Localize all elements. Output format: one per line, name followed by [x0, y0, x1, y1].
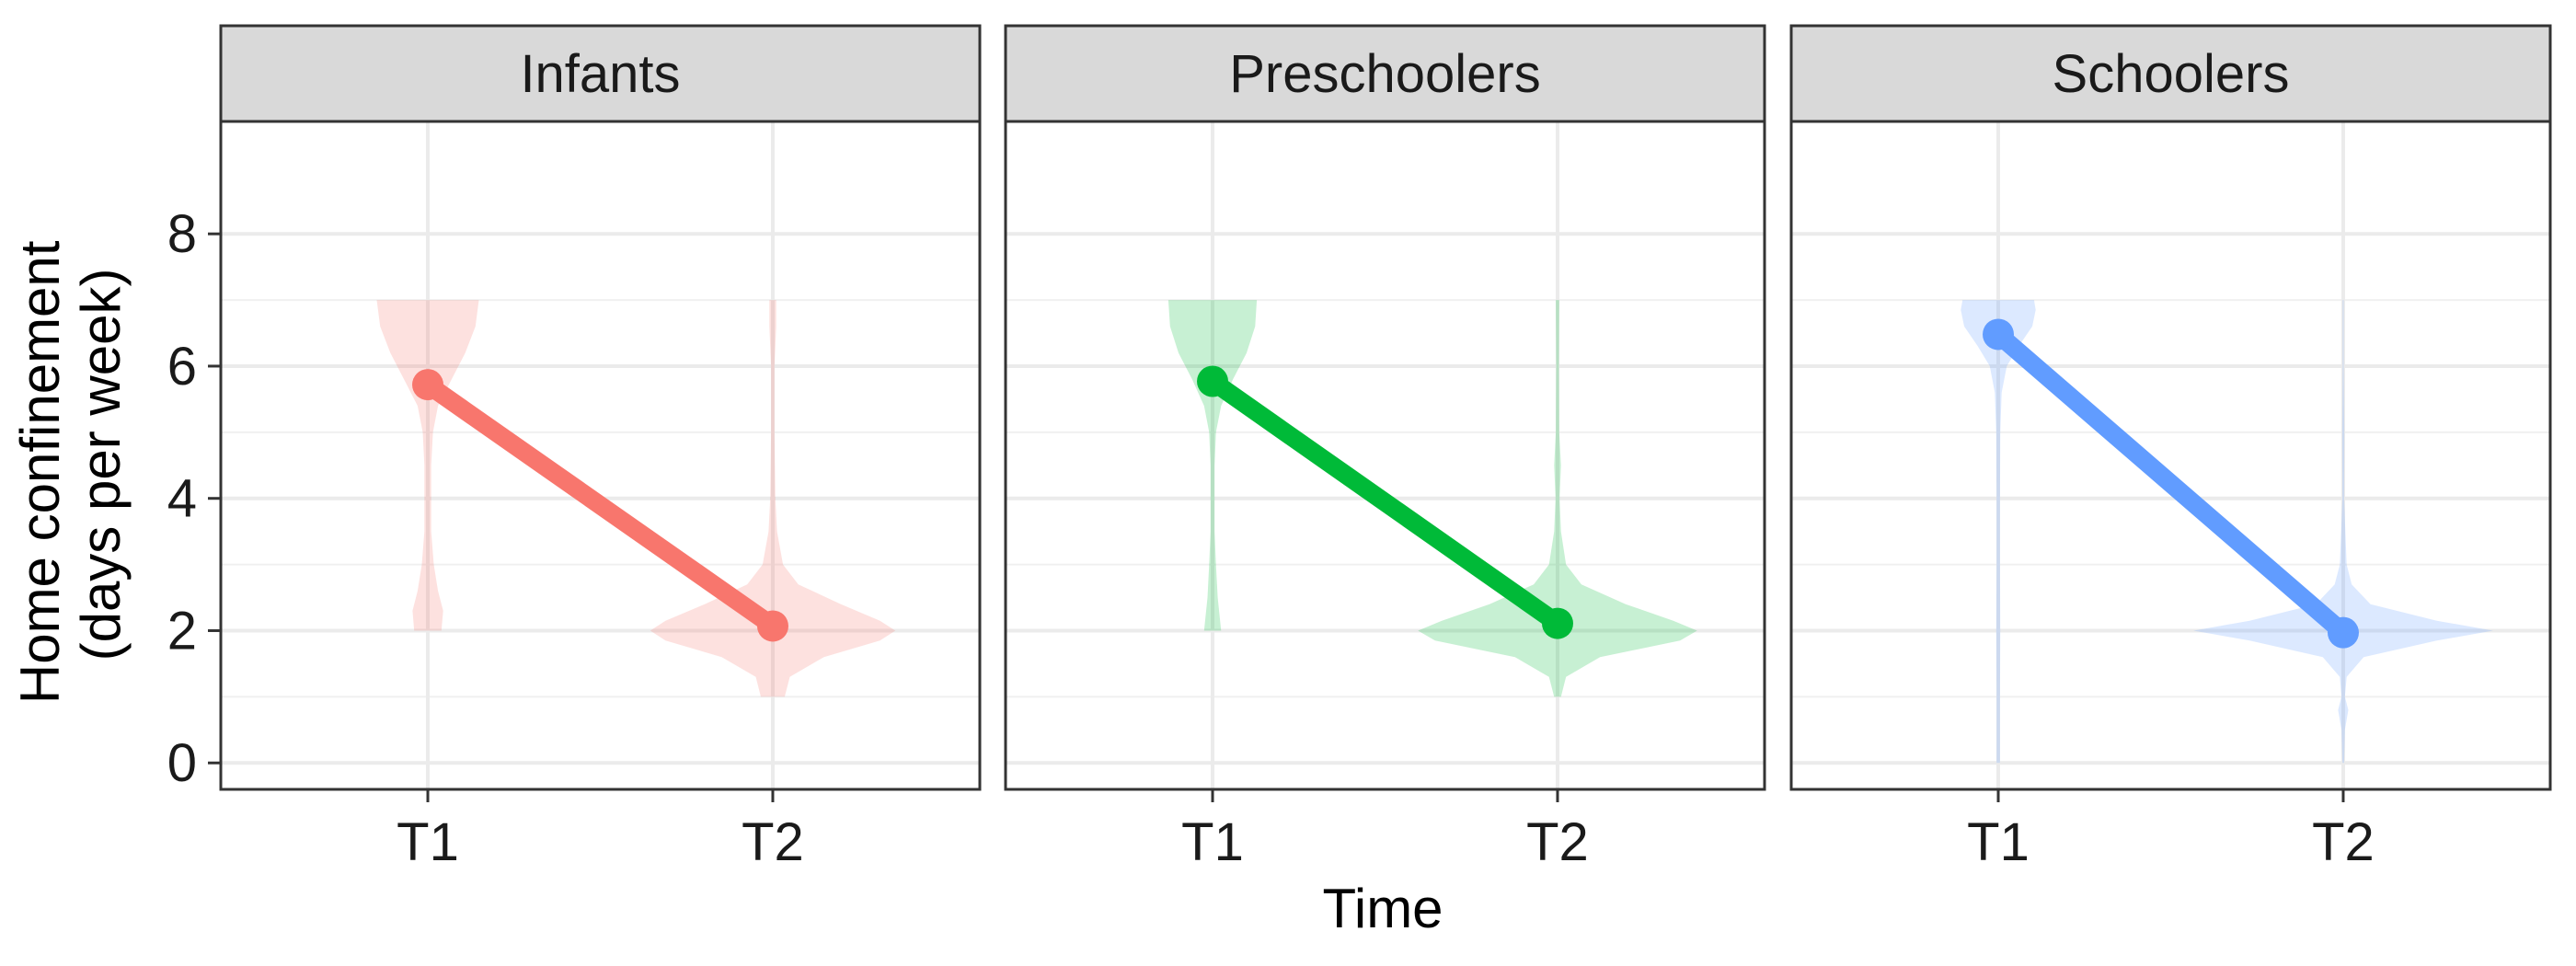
y-axis-title: Home confinement (days per week): [9, 225, 132, 704]
x-tick-label: T1: [397, 812, 459, 872]
facet-strip-label: Infants: [520, 44, 680, 104]
x-tick-label: T1: [1967, 812, 2030, 872]
x-tick-label: T1: [1181, 812, 1244, 872]
facet-panels: Infants T1 T2 Preschoolers T1 T2 Schoolers T1 T2: [219, 24, 2552, 872]
panel-background: [1006, 121, 1765, 789]
mean-point-t2: [1541, 607, 1573, 639]
facet-strip-label: Preschoolers: [1229, 44, 1540, 104]
violin-t1: [1167, 300, 1258, 631]
mean-point-t1: [1197, 365, 1229, 397]
mean-line: [1207, 374, 1563, 631]
y-tick-label: 4: [167, 469, 197, 529]
mean-line: [1992, 327, 2350, 640]
x-axis-title: Time: [1322, 878, 1443, 939]
violin-t2: [650, 300, 896, 697]
x-tick-label: T2: [2312, 812, 2375, 872]
panel-schoolers: Schoolers T1 T2: [1789, 24, 2552, 872]
y-tick-label: 2: [167, 601, 197, 661]
violin-t1: [1961, 300, 2036, 764]
mean-point-t2: [2327, 616, 2359, 649]
panel-preschoolers: Preschoolers T1 T2: [1004, 24, 1766, 872]
violin-t2: [1418, 300, 1697, 697]
y-axis-title-line-1: Home confinement: [9, 240, 71, 704]
panel-infants: Infants T1 T2: [219, 24, 982, 872]
panel-background: [1791, 121, 2550, 789]
y-tick-label: 8: [167, 204, 197, 264]
facet-strip-label: Schoolers: [2053, 44, 2290, 104]
violin-t1: [376, 300, 479, 631]
facet-strip: [219, 24, 982, 123]
mean-line: [422, 376, 778, 634]
violin-t2: [2193, 300, 2493, 764]
facet-strip: [1789, 24, 2552, 123]
mean-point-t2: [756, 610, 788, 642]
mean-point-t1: [1983, 318, 2015, 351]
y-tick-label: 6: [167, 337, 197, 397]
mean-point-t1: [412, 369, 444, 401]
y-tick-label: 0: [167, 733, 197, 793]
y-axis: 0 2 4 6 8: [167, 204, 221, 793]
facet-strip: [1004, 24, 1766, 123]
panel-background: [221, 121, 980, 789]
x-tick-label: T2: [742, 812, 804, 872]
y-axis-title-line-2: (days per week): [70, 269, 132, 661]
x-tick-label: T2: [1526, 812, 1589, 872]
